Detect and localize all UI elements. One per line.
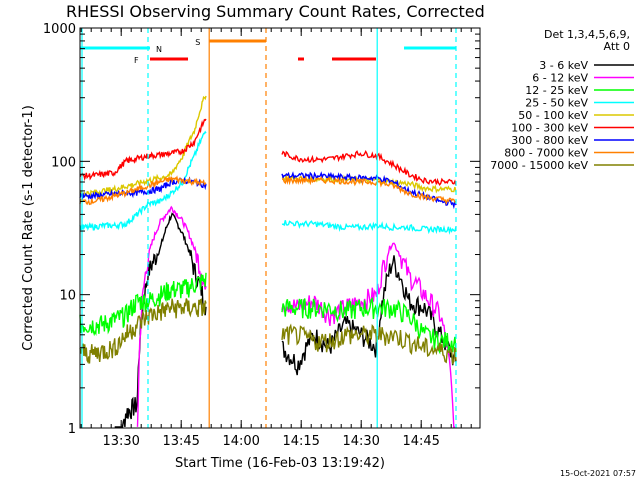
y-tick-label: 1 [68, 422, 76, 437]
legend-label: 50 - 100 keV [518, 109, 588, 122]
x-tick-label: 14:30 [342, 434, 379, 449]
chart-title: RHESSI Observing Summary Count Rates, Co… [66, 2, 485, 21]
series-line-8 [79, 175, 207, 206]
legend-label: 25 - 50 keV [525, 97, 588, 110]
legend-label: 800 - 7000 keV [504, 147, 588, 160]
status-bar-label-S: S [195, 38, 200, 47]
series-line-8 [281, 175, 457, 206]
series-line-3 [79, 272, 207, 337]
series-line-2 [281, 242, 455, 428]
y-axis: 1 10 100 1000 [43, 22, 480, 437]
legend-label: 100 - 300 keV [511, 122, 588, 135]
series-layer [79, 95, 457, 428]
vertical-marker-lines [81, 28, 457, 428]
legend-header: Att 0 [604, 40, 630, 53]
series-line-9 [79, 298, 207, 365]
series-line-4 [281, 220, 457, 235]
legend-label: 300 - 800 keV [511, 134, 588, 147]
series-line-6 [79, 118, 207, 182]
top-status-bars: N S F [80, 38, 456, 65]
status-bar-label-F: F [134, 56, 139, 65]
y-axis-label: Corrected Count Rate (s-1 detector-1) [21, 105, 36, 351]
legend-label: 12 - 25 keV [525, 84, 588, 97]
x-axis: 13:30 13:45 14:00 14:15 14:30 14:45 [80, 28, 472, 449]
x-tick-label: 13:30 [102, 434, 139, 449]
x-tick-label: 13:45 [162, 434, 199, 449]
series-line-3 [281, 296, 457, 355]
y-tick-label: 100 [51, 155, 76, 170]
x-tick-label: 14:15 [282, 434, 319, 449]
series-line-1 [114, 212, 207, 428]
legend-header: Det 1,3,4,5,6,9, [544, 28, 630, 41]
status-bar-label-N: N [156, 45, 162, 54]
plot-frame [79, 27, 481, 429]
legend-label: 6 - 12 keV [532, 72, 588, 85]
x-tick-label: 14:00 [222, 434, 259, 449]
x-axis-label: Start Time (16-Feb-03 13:19:42) [175, 456, 385, 471]
series-line-6 [281, 150, 457, 187]
legend-label: 3 - 6 keV [539, 59, 588, 72]
legend-label: 7000 - 15000 keV [490, 159, 588, 172]
series-line-9 [281, 323, 457, 366]
y-tick-label: 10 [59, 289, 76, 304]
series-line-7 [79, 176, 207, 201]
footer-timestamp: 15-Oct-2021 07:57 [560, 469, 636, 478]
series-line-2 [136, 205, 207, 427]
x-tick-label: 14:45 [402, 434, 439, 449]
y-tick-label: 1000 [43, 22, 76, 37]
